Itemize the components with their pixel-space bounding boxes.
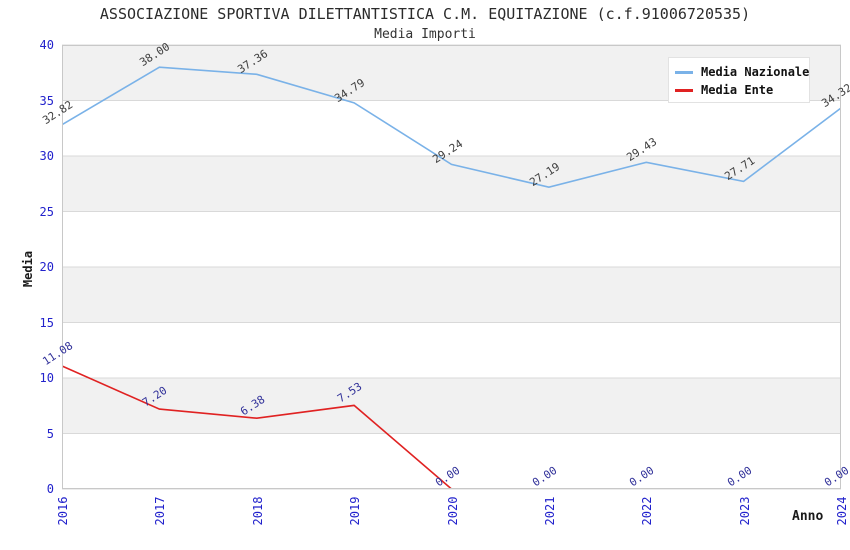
x-tick-label: 2020 [445,496,460,526]
legend-label: Media Nazionale [701,65,810,79]
x-tick-label: 2019 [348,496,363,526]
legend-item-media-ente: Media Ente [675,81,809,99]
y-tick-label: 5 [46,426,54,441]
x-tick-label: 2024 [835,496,849,526]
legend-line-swatch-icon [675,70,693,74]
y-tick-label: 20 [39,260,54,274]
chart-title: ASSOCIAZIONE SPORTIVA DILETTANTISTICA C.… [99,5,751,23]
legend-line-swatch-icon [675,88,693,92]
y-tick-label: 35 [39,93,54,108]
y-tick-label: 25 [39,204,54,219]
plot-bands [62,45,841,434]
legend-label: Media Ente [701,83,774,97]
band [62,156,841,212]
x-tick-label: 2016 [56,496,70,526]
chart-subtitle: Media Importi [374,27,476,42]
band [62,378,841,434]
x-tick-label: 2023 [737,496,752,526]
x-tick-label: 2021 [542,496,557,526]
y-tick-label: 30 [39,149,54,163]
band [62,267,841,323]
y-tick-label: 40 [39,38,54,52]
series-line-0 [62,66,841,189]
plot-border [62,45,841,489]
x-tick-label: 2017 [153,496,168,526]
legend-item-media-nazionale: Media Nazionale [675,63,809,81]
y-axis-title: Media [21,250,35,288]
series-line-1 [62,365,841,489]
x-axis-title: Anno [792,509,824,524]
x-tick-label: 2018 [250,496,265,526]
x-tick-label: 2022 [640,496,655,526]
legend: Media Nazionale Media Ente [668,57,810,103]
y-tick-label: 0 [46,482,54,496]
y-tick-label: 10 [39,371,54,385]
y-tick-label: 15 [39,315,54,330]
